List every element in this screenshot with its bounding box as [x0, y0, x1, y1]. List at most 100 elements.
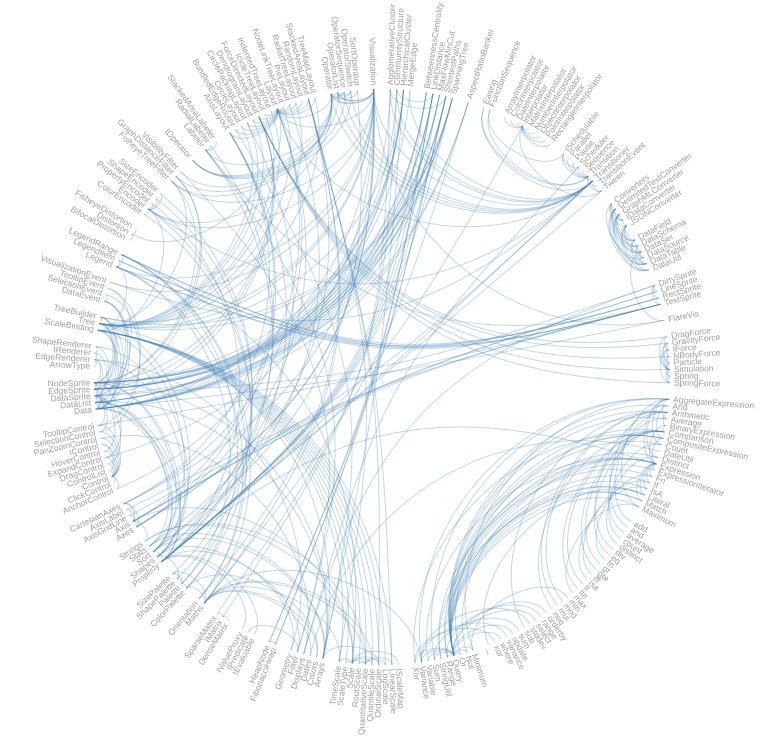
node-label[interactable]: Simulation: [674, 363, 714, 374]
dependency-edge: [452, 601, 548, 656]
dependency-edge: [94, 352, 107, 397]
node-label[interactable]: Visualization: [368, 37, 379, 85]
node-label[interactable]: lt: [582, 583, 593, 593]
dependency-edge: [665, 362, 671, 377]
dependency-edge: [614, 411, 668, 522]
dependency-edge: [620, 398, 670, 508]
dependency-edge: [104, 294, 108, 302]
node-label[interactable]: QuantileScale: [365, 668, 377, 722]
dependency-edge: [156, 104, 320, 558]
dependency-edge: [246, 108, 278, 128]
dependency-edge: [121, 254, 238, 589]
node-label[interactable]: AgglomerativeCluster: [385, 4, 397, 86]
node-label[interactable]: ScaleType: [335, 666, 350, 707]
node-label[interactable]: LogScale: [381, 669, 391, 705]
dependency-edge: [639, 251, 645, 259]
dependency-edge: [580, 430, 665, 570]
dependency-edge: [450, 486, 645, 656]
dependency-edge: [94, 97, 453, 390]
node-label[interactable]: OrdinalScale: [373, 669, 384, 718]
node-label[interactable]: NBodyForce: [673, 347, 721, 360]
dependency-edge: [98, 111, 280, 326]
node-label[interactable]: Xor: [411, 666, 422, 680]
dependency-edge: [95, 402, 169, 547]
node-label[interactable]: Data: [73, 404, 92, 416]
node-label[interactable]: Particle: [673, 356, 702, 367]
node-label[interactable]: And: [672, 401, 688, 412]
dependency-edge: [95, 345, 189, 558]
dependency-edge: [229, 108, 279, 139]
node-label[interactable]: QuantitativeScale: [356, 668, 370, 735]
node-label[interactable]: Scale: [344, 667, 356, 689]
dependency-edge: [258, 116, 670, 359]
node-label[interactable]: SpringForce: [674, 377, 721, 388]
node-label[interactable]: Spring: [674, 371, 699, 381]
node-label[interactable]: LinearScale: [387, 669, 399, 714]
dependency-edge: [203, 589, 318, 658]
dependency-edge: [126, 303, 661, 511]
node-label[interactable]: EdgeRenderer: [35, 351, 91, 364]
node-label[interactable]: MergeEdge: [405, 42, 419, 87]
dependency-edge: [97, 329, 185, 547]
dependency-edge: [118, 260, 660, 347]
node-label[interactable]: IForce: [672, 342, 697, 354]
dependency-edge: [147, 93, 333, 224]
dependency-edge: [147, 197, 158, 210]
node-label[interactable]: IsA: [649, 486, 665, 500]
dependency-edge: [94, 89, 404, 390]
node-label[interactable]: Variance: [418, 665, 432, 699]
node-label[interactable]: Sum: [431, 663, 444, 682]
dependency-edge: [100, 435, 309, 655]
dependency-edge: [659, 349, 671, 384]
dependency-edge: [616, 213, 636, 241]
node-label[interactable]: Arithmetic: [671, 408, 710, 423]
dependency-edge: [94, 97, 453, 384]
node-label[interactable]: Average: [670, 414, 703, 429]
node-label[interactable]: Tree: [77, 314, 96, 327]
dependency-edge: [582, 480, 651, 575]
dependency-edge: [94, 93, 434, 390]
dependency-edge: [665, 355, 671, 371]
dependency-edge: [643, 463, 657, 490]
dependency-edge: [175, 93, 333, 192]
dependency-edge: [121, 254, 661, 348]
node-label[interactable]: EdgeSprite: [48, 384, 91, 396]
node-label[interactable]: xor: [492, 644, 506, 659]
node-label[interactable]: Or: [457, 657, 469, 669]
dependency-edge: [123, 503, 140, 528]
dependency-edge: [98, 122, 259, 326]
dependency-edge: [97, 329, 393, 665]
dependency-edge: [181, 582, 188, 589]
dependency-edge: [667, 375, 671, 384]
dependency-edge: [94, 395, 108, 433]
node-label[interactable]: SortOperator: [348, 37, 362, 87]
node-label[interactable]: Not: [463, 654, 477, 670]
dependency-edge: [203, 590, 312, 656]
node-label[interactable]: _: [485, 645, 497, 654]
dependency-edge: [94, 93, 434, 384]
node-label[interactable]: Fn: [654, 473, 667, 486]
node-label[interactable]: DataSprite: [50, 391, 91, 404]
node-label[interactable]: If: [652, 479, 661, 490]
dependency-edge: [155, 197, 253, 580]
node-label[interactable]: Arrays: [312, 662, 327, 688]
node-label[interactable]: Variable: [424, 664, 439, 696]
dependency-edge: [94, 395, 100, 410]
dependency-edge: [521, 125, 541, 139]
node-label[interactable]: IScaleMap: [394, 668, 406, 709]
node-label[interactable]: NodeSprite: [47, 377, 90, 388]
dependency-edge: [396, 89, 594, 202]
node-label[interactable]: DataList: [60, 398, 93, 411]
dependency-edge: [160, 426, 657, 563]
node-label[interactable]: ArrowType: [49, 359, 90, 371]
dependency-edge: [621, 225, 650, 271]
dependency-edge: [97, 329, 367, 665]
node-label[interactable]: RootScale: [350, 667, 363, 707]
dependency-edge: [322, 645, 380, 666]
dependency-edge: [160, 555, 246, 630]
node-label[interactable]: IRenderer: [53, 344, 92, 357]
node-label[interactable]: CommunityStructure: [392, 7, 406, 85]
dependency-edge: [111, 476, 119, 490]
dependency-edge: [94, 395, 122, 465]
node-label[interactable]: FlareVis: [667, 308, 699, 324]
